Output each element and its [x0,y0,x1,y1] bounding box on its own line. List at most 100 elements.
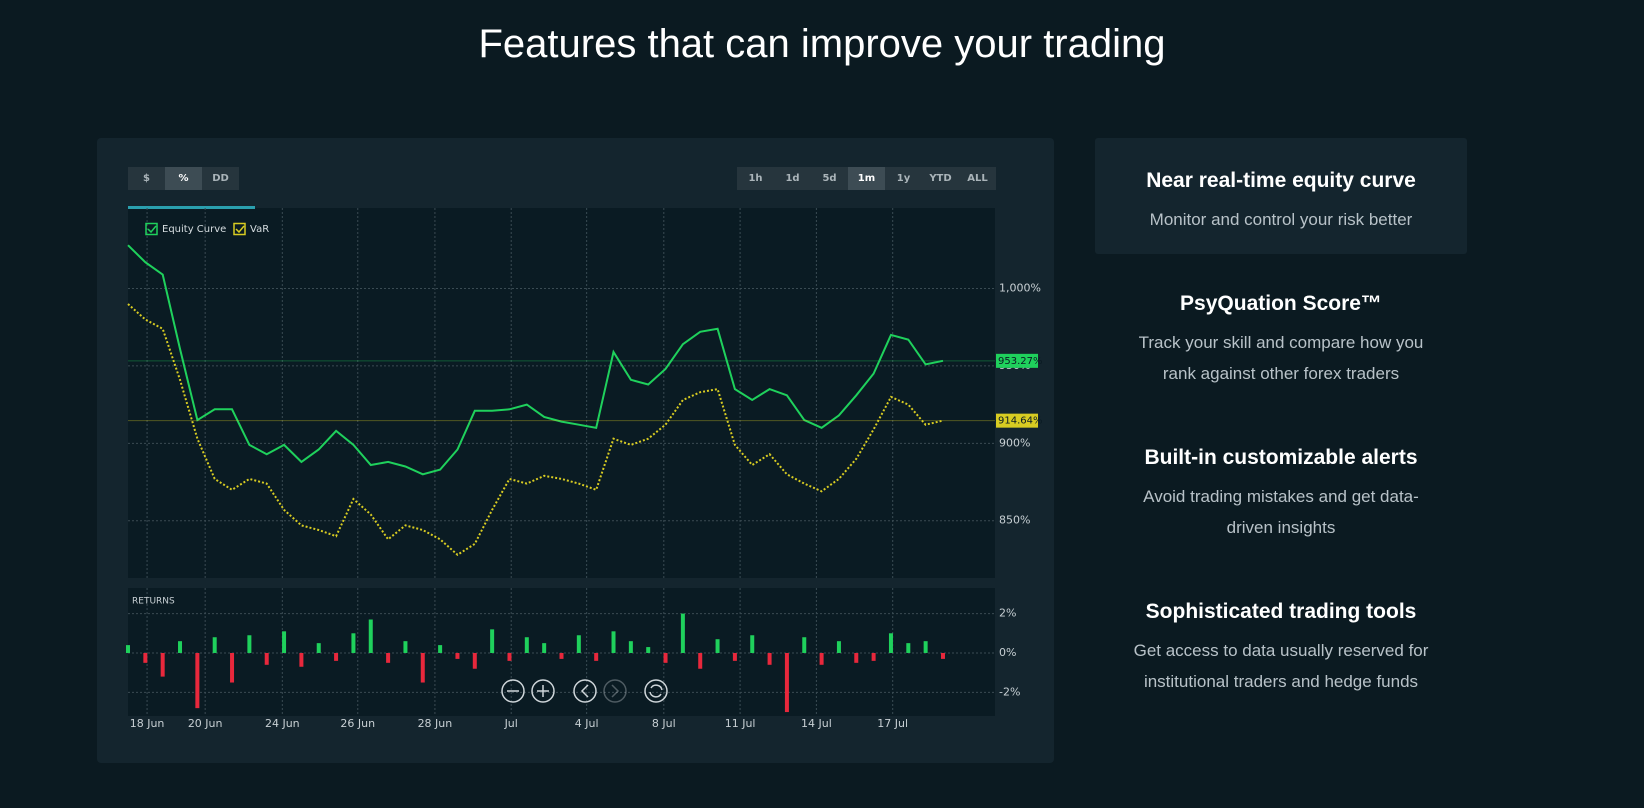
bar [732,652,737,661]
feature: PsyQuation Score™ Track your skill and co… [1121,289,1441,389]
bar [802,637,807,653]
bar [559,652,564,659]
x-tick-label: 26 Jun [340,717,375,730]
bar [871,652,876,661]
bar [715,639,720,653]
legend-label: Equity Curve [162,224,226,235]
y-tick-label: 1,000% [999,282,1041,295]
pan-right-button[interactable] [603,679,627,703]
bar [351,633,356,653]
bar [282,631,287,653]
bar [940,652,945,659]
feature-description: Avoid trading mistakes and get data-driv… [1143,487,1419,537]
bar [576,635,581,653]
bar [420,652,425,683]
bar [386,652,391,663]
bar [143,652,148,663]
toggle-button[interactable]: $ [128,167,165,190]
bar [126,645,130,653]
bar [750,635,755,653]
x-tick-label: 17 Jul [877,717,908,730]
bar [160,652,165,677]
reset-button[interactable] [644,679,668,703]
bar [212,637,217,653]
feature: Near real-time equity curve Monitor and c… [1121,166,1441,235]
bar [542,643,547,653]
legend-check [147,225,157,234]
y-tick-label: 2% [999,607,1016,620]
bar [524,637,529,653]
bar [230,652,235,683]
current-value-badge [996,413,1038,428]
feature-title: PsyQuation Score™ [1180,292,1382,315]
toggle-button[interactable]: 1y [885,167,922,190]
x-tick-label: 24 Jun [265,717,300,730]
page-title: Features that can improve your trading [478,22,1166,66]
bar [195,652,200,709]
legend-check [235,225,245,234]
bar [247,635,252,653]
feature-card-highlight [1095,138,1467,254]
bar [628,641,633,653]
toggle-button[interactable]: YTD [922,167,959,190]
legend-checkbox[interactable] [145,222,158,236]
bar [472,652,477,669]
toggle-button[interactable]: DD [202,167,239,190]
bar [264,652,269,665]
y-tick-label: 0% [999,646,1016,659]
zoom-out-button[interactable] [501,679,525,703]
feature-description: Get access to data usually reserved for … [1133,641,1429,691]
bar [906,643,911,653]
bar [507,652,512,661]
legend-checkbox[interactable] [233,222,246,236]
bar [784,652,789,713]
feature: Built-in customizable alerts Avoid tradin… [1121,443,1441,543]
y-tick-label: 850% [999,514,1030,527]
toggle-button[interactable]: 1h [737,167,774,190]
toggle-button[interactable]: ALL [959,167,996,190]
current-value-label: 953.27% [998,356,1043,367]
series-line [127,244,944,476]
bar [819,652,824,665]
zoom-in-button[interactable] [531,679,555,703]
bar [490,629,495,653]
panel-title: RETURNS [132,597,175,607]
bar [646,647,651,653]
toggle-button[interactable]: 5d [811,167,848,190]
bar [299,652,304,667]
navigator-strip [128,206,255,209]
bar [455,652,460,659]
bar [611,631,616,653]
feature: Sophisticated trading tools Get access to… [1121,597,1441,697]
x-tick-label: 11 Jul [725,717,756,730]
feature-description: Monitor and control your risk better [1149,210,1413,229]
feature-description: Track your skill and compare how you ran… [1138,333,1424,383]
returns-plot [128,588,995,716]
legend-label: VaR [250,224,269,235]
bar [594,652,599,661]
feature-title: Sophisticated trading tools [1145,600,1417,623]
zoom-controls [501,679,668,703]
feature-title: Near real-time equity curve [1146,169,1416,192]
toggle-button[interactable]: % [165,167,202,190]
bar [438,645,443,653]
x-tick-label: 20 Jun [188,717,223,730]
x-tick-label: Jul [504,717,518,730]
pan-left-button[interactable] [573,679,597,703]
x-tick-label: 14 Jul [801,717,832,730]
y-tick-label: 900% [999,436,1030,449]
toggle-button[interactable]: 1m [848,167,885,190]
x-tick-label: 8 Jul [652,717,676,730]
bar [403,641,408,653]
bar [178,641,183,653]
bar [680,613,685,653]
bar [854,652,859,663]
current-value-badge [996,353,1038,368]
bar [663,652,668,663]
bar [923,641,928,653]
series-line [127,303,944,557]
toggle-button[interactable]: 1d [774,167,811,190]
y-tick-label: -2% [999,685,1020,698]
